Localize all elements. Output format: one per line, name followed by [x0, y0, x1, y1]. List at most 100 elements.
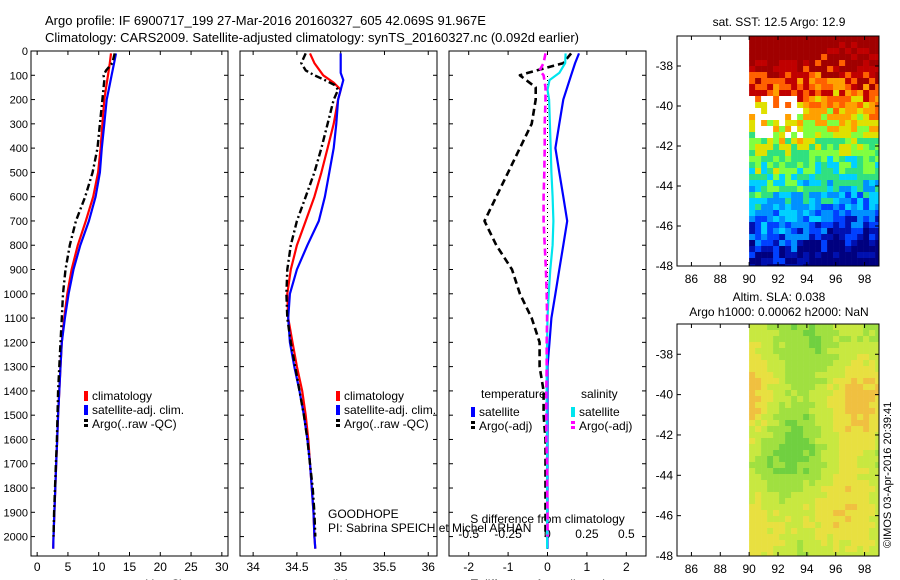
series-line-temperature-satellite [546, 52, 581, 549]
depth-tick-label: 1400 [4, 386, 28, 398]
lon-tick-label: 96 [829, 562, 843, 576]
lon-tick-label: 96 [829, 272, 843, 286]
x-tick-label: 2 [623, 560, 630, 574]
figure-title-line-1: Argo profile: IF 6900717_199 27-Mar-2016… [45, 13, 486, 28]
annotation-pi: PI: Sabrina SPEICH et Michel ARHAN [328, 521, 531, 535]
salinity-diff-tick-label: 0.25 [575, 527, 599, 541]
depth-tick-label: 1700 [4, 459, 28, 471]
depth-tick-label: 1500 [4, 410, 28, 422]
depth-tick-label: 1800 [4, 483, 28, 495]
lon-tick-label: 98 [858, 272, 872, 286]
depth-tick-label: 600 [10, 192, 28, 204]
lat-tick-label: -46 [656, 509, 674, 523]
x-tick-label: 5 [65, 560, 72, 574]
lon-tick-label: 92 [771, 272, 785, 286]
legend-label: satellite-adj. clim. [344, 403, 436, 417]
legend-heading-temperature: temperature [481, 387, 546, 401]
legend-label: satellite [479, 405, 520, 419]
x-tick-label: 34 [246, 560, 260, 574]
series-line-argo-raw-qc- [285, 52, 340, 537]
depth-tick-label: 900 [10, 265, 28, 277]
salinity-profile-panel: 3434.53535.536salinityclimatologysatelli… [239, 50, 531, 580]
depth-tick-label: 1900 [4, 507, 28, 519]
salinity-diff-tick-label: 0.5 [618, 527, 635, 541]
x-tick-label: 0 [544, 560, 551, 574]
lon-tick-label: 94 [800, 562, 814, 576]
x-axis-label: temperature (deg C) [75, 577, 183, 580]
lat-tick-label: -46 [656, 219, 674, 233]
depth-tick-label: 800 [10, 240, 28, 252]
legend-label: Argo(-adj) [479, 419, 532, 433]
lon-tick-label: 98 [858, 562, 872, 576]
lon-tick-label: 88 [714, 272, 728, 286]
sla-title: Altim. SLA: 0.038 [733, 290, 826, 304]
legend-label: Argo(-adj) [579, 419, 632, 433]
sst-title: sat. SST: 12.5 Argo: 12.9 [713, 15, 846, 29]
series-line-salinity-argo-adj- [538, 53, 549, 537]
legend-heading-salinity: salinity [581, 387, 618, 401]
x-tick-label: -1 [503, 560, 514, 574]
plot-frame [30, 50, 229, 557]
annotation-project: GOODHOPE [328, 507, 399, 521]
depth-tick-label: 1200 [4, 337, 28, 349]
legend-label: climatology [92, 389, 152, 403]
lon-tick-label: 86 [685, 272, 699, 286]
salinity-diff-tick-label: -0.25 [494, 527, 522, 541]
sla-field [749, 324, 880, 557]
lon-tick-label: 88 [714, 562, 728, 576]
lon-tick-label: 90 [742, 562, 756, 576]
depth-tick-label: 2000 [4, 532, 28, 544]
lon-tick-label: 94 [800, 272, 814, 286]
sla-subtitle: Argo h1000: 0.00062 h2000: NaN [689, 305, 868, 319]
legend-label: satellite [579, 405, 620, 419]
lat-tick-label: -38 [656, 347, 674, 361]
series-line-argo-raw-qc- [52, 53, 116, 537]
lat-tick-label: -42 [656, 139, 674, 153]
x-tick-label: -2 [463, 560, 474, 574]
depth-tick-label: 300 [10, 119, 28, 131]
depth-tick-label: 1000 [4, 289, 28, 301]
series-line-salinity-satellite [545, 53, 567, 549]
lat-tick-label: -48 [656, 259, 674, 273]
sst-map-panel: 86 88 90 92 94 96 98 -48 -46 -44 -42 -40 -38 sat. SST… [656, 15, 880, 286]
lat-tick-label: -38 [656, 59, 674, 73]
difference-profile-panel: -2 -1 0 1 2 T difference from climatology -0.5… [448, 50, 647, 580]
depth-tick-label: 1100 [4, 313, 28, 325]
x-tick-label: 0 [34, 560, 41, 574]
lat-tick-label: -48 [656, 549, 674, 563]
depth-tick-label: 1300 [4, 362, 28, 374]
lon-tick-label: 90 [742, 272, 756, 286]
depth-tick-label: 700 [10, 216, 28, 228]
x-tick-label: 10 [92, 560, 106, 574]
sst-field [749, 36, 880, 267]
legend-label: satellite-adj. clim. [92, 403, 184, 417]
x-tick-label: 15 [123, 560, 137, 574]
lat-tick-label: -42 [656, 428, 674, 442]
x-tick-label: 25 [184, 560, 198, 574]
depth-tick-label: 0 [22, 46, 28, 58]
figure-title-line-2: Climatology: CARS2009. Satellite-adjuste… [45, 30, 580, 45]
x-axis-label: T difference from climatology [471, 577, 625, 580]
lon-tick-label: 92 [771, 562, 785, 576]
x-tick-label: 35 [334, 560, 348, 574]
series-line-climatology [286, 52, 342, 549]
lat-tick-label: -44 [656, 179, 674, 193]
x-tick-label: 36 [422, 560, 436, 574]
plot-frame [239, 50, 438, 557]
salinity-diff-tick-label: -0.5 [458, 527, 479, 541]
depth-tick-label: 200 [10, 95, 28, 107]
x-tick-label: 1 [584, 560, 591, 574]
x-tick-label: 34.5 [285, 560, 309, 574]
depth-tick-label: 1600 [4, 434, 28, 446]
x-tick-label: 30 [215, 560, 229, 574]
depth-tick-label: 100 [10, 70, 28, 82]
lat-tick-label: -40 [656, 388, 674, 402]
imos-credit: ©IMOS 03-Apr-2016 20:39:41 [882, 402, 894, 548]
depth-tick-label: 400 [10, 143, 28, 155]
lon-tick-label: 86 [685, 562, 699, 576]
x-axis-label: salinity [320, 577, 357, 580]
legend-label: climatology [344, 389, 404, 403]
depth-tick-label: 500 [10, 167, 28, 179]
lat-tick-label: -40 [656, 99, 674, 113]
